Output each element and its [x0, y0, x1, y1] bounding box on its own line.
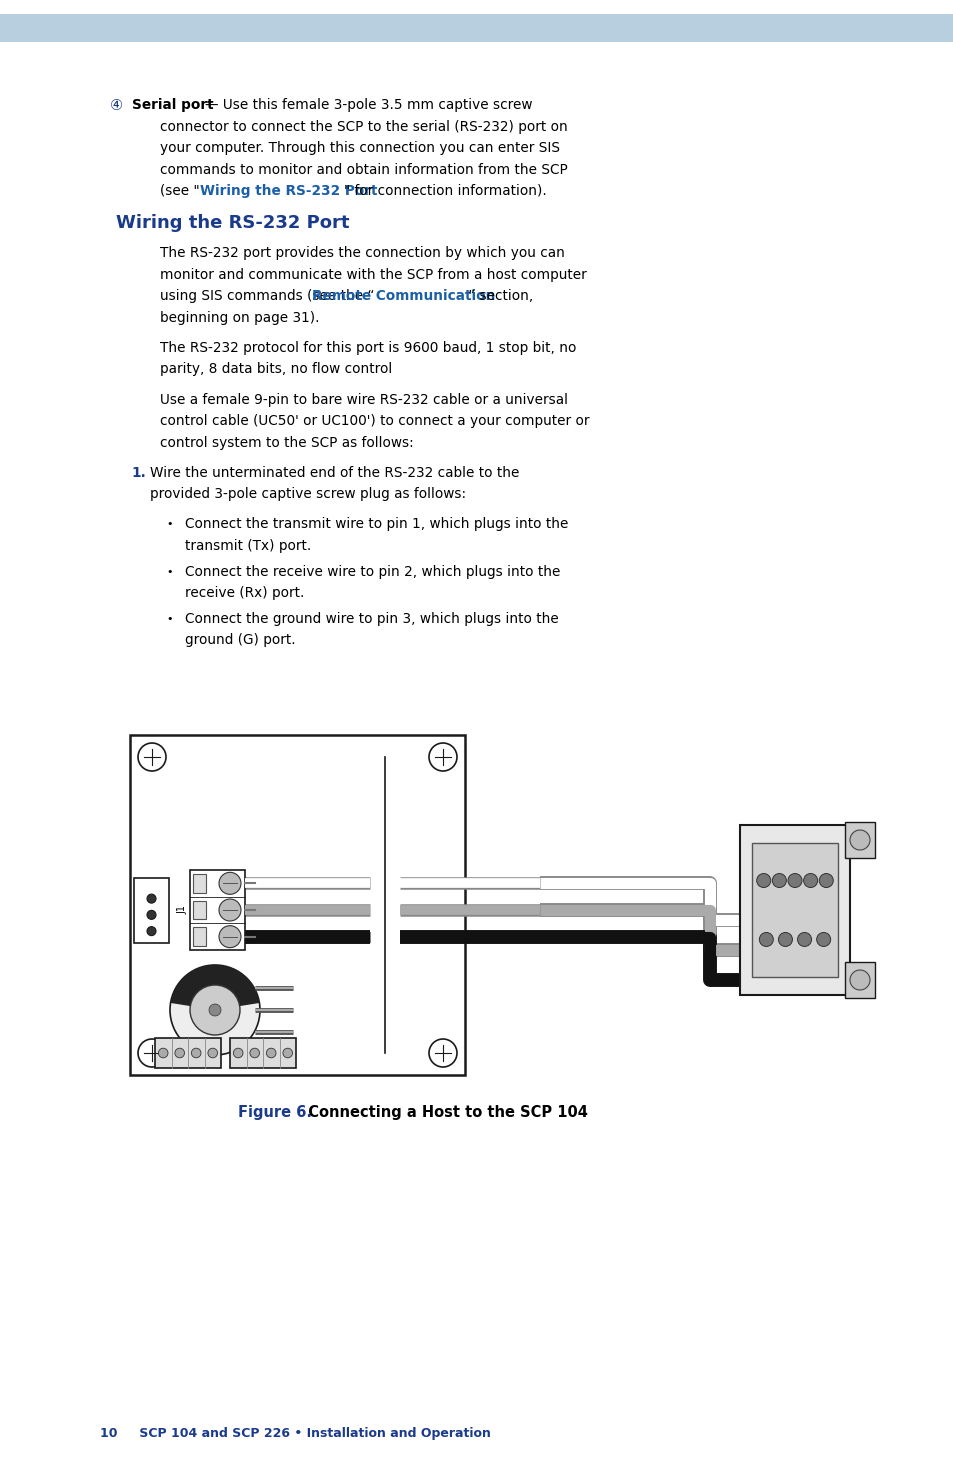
Circle shape — [170, 965, 260, 1055]
Text: J1: J1 — [177, 906, 187, 914]
Bar — [193, 928, 206, 945]
Circle shape — [756, 873, 770, 888]
Text: ground (G) port.: ground (G) port. — [185, 633, 295, 648]
Text: receive (Rx) port.: receive (Rx) port. — [185, 586, 304, 600]
Text: control cable (UC50' or UC100') to connect a your computer or: control cable (UC50' or UC100') to conne… — [160, 414, 589, 428]
Text: using SIS commands (see the “: using SIS commands (see the “ — [160, 289, 375, 304]
Text: provided 3-pole captive screw plug as follows:: provided 3-pole captive screw plug as fo… — [150, 487, 466, 502]
Text: commands to monitor and obtain information from the SCP: commands to monitor and obtain informati… — [160, 162, 567, 177]
Circle shape — [802, 873, 817, 888]
Circle shape — [283, 1049, 293, 1058]
Circle shape — [266, 1049, 275, 1058]
Text: ” section,: ” section, — [467, 289, 532, 304]
Text: monitor and communicate with the SCP from a host computer: monitor and communicate with the SCP fro… — [160, 268, 586, 282]
Text: connector to connect the SCP to the serial (RS-232) port on: connector to connect the SCP to the seri… — [160, 119, 567, 134]
Bar — [190, 870, 245, 950]
Circle shape — [787, 873, 801, 888]
Circle shape — [429, 743, 456, 771]
Bar — [154, 1038, 221, 1068]
Text: " for connection information).: " for connection information). — [344, 184, 546, 198]
Circle shape — [147, 926, 156, 935]
Circle shape — [219, 898, 241, 920]
Text: transmit (Tx) port.: transmit (Tx) port. — [185, 538, 311, 553]
Circle shape — [190, 985, 240, 1035]
Circle shape — [158, 1049, 168, 1058]
Circle shape — [147, 894, 156, 903]
Polygon shape — [171, 965, 259, 1010]
Circle shape — [219, 872, 241, 894]
Text: Connect the transmit wire to pin 1, which plugs into the: Connect the transmit wire to pin 1, whic… — [185, 518, 568, 531]
Text: Connecting a Host to the SCP 104: Connecting a Host to the SCP 104 — [297, 1105, 587, 1121]
Text: Wiring the RS-232 Port: Wiring the RS-232 Port — [199, 184, 376, 198]
Circle shape — [208, 1049, 217, 1058]
Circle shape — [849, 830, 869, 850]
Bar — [751, 844, 837, 976]
Text: The RS-232 port provides the connection by which you can: The RS-232 port provides the connection … — [160, 246, 564, 261]
Text: Serial port: Serial port — [132, 97, 213, 112]
Text: your computer. Through this connection you can enter SIS: your computer. Through this connection y… — [160, 142, 559, 155]
Text: 1.: 1. — [131, 466, 146, 479]
Text: Connect the receive wire to pin 2, which plugs into the: Connect the receive wire to pin 2, which… — [185, 565, 559, 578]
Circle shape — [429, 1038, 456, 1066]
Text: ④: ④ — [110, 97, 122, 112]
Circle shape — [849, 971, 869, 990]
Bar — [230, 1038, 295, 1068]
Bar — [193, 875, 206, 892]
Text: (see ": (see " — [160, 184, 199, 198]
Text: •: • — [167, 519, 173, 530]
Bar — [844, 962, 874, 999]
Text: Figure 6.: Figure 6. — [237, 1105, 312, 1121]
Text: parity, 8 data bits, no flow control: parity, 8 data bits, no flow control — [160, 363, 392, 376]
Circle shape — [772, 873, 785, 888]
Text: •: • — [167, 614, 173, 624]
Bar — [193, 901, 206, 919]
Text: •: • — [167, 566, 173, 577]
Circle shape — [219, 926, 241, 947]
Text: beginning on page 31).: beginning on page 31). — [160, 311, 319, 324]
Circle shape — [250, 1049, 259, 1058]
Text: Wiring the RS-232 Port: Wiring the RS-232 Port — [116, 214, 349, 232]
Circle shape — [233, 1049, 243, 1058]
Text: Remote Communication: Remote Communication — [313, 289, 496, 304]
Bar — [133, 878, 169, 943]
Bar — [0, 13, 953, 41]
Circle shape — [797, 932, 811, 947]
Text: Wire the unterminated end of the RS-232 cable to the: Wire the unterminated end of the RS-232 … — [150, 466, 518, 479]
Text: control system to the SCP as follows:: control system to the SCP as follows: — [160, 435, 414, 450]
Circle shape — [778, 932, 792, 947]
Circle shape — [816, 932, 830, 947]
Text: Use a female 9-pin to bare wire RS-232 cable or a universal: Use a female 9-pin to bare wire RS-232 c… — [160, 392, 567, 407]
Circle shape — [209, 1004, 221, 1016]
Bar — [740, 825, 849, 996]
Circle shape — [138, 1038, 166, 1066]
Text: Connect the ground wire to pin 3, which plugs into the: Connect the ground wire to pin 3, which … — [185, 612, 558, 625]
Circle shape — [147, 910, 156, 919]
Circle shape — [759, 932, 773, 947]
Bar — [844, 822, 874, 858]
Circle shape — [192, 1049, 201, 1058]
Circle shape — [138, 743, 166, 771]
Circle shape — [174, 1049, 184, 1058]
Circle shape — [819, 873, 832, 888]
Text: — Use this female 3-pole 3.5 mm captive screw: — Use this female 3-pole 3.5 mm captive … — [205, 97, 532, 112]
Text: 10     SCP 104 and SCP 226 • Installation and Operation: 10 SCP 104 and SCP 226 • Installation an… — [100, 1426, 491, 1440]
Bar — [130, 735, 464, 1075]
Text: The RS-232 protocol for this port is 9600 baud, 1 stop bit, no: The RS-232 protocol for this port is 960… — [160, 341, 576, 355]
